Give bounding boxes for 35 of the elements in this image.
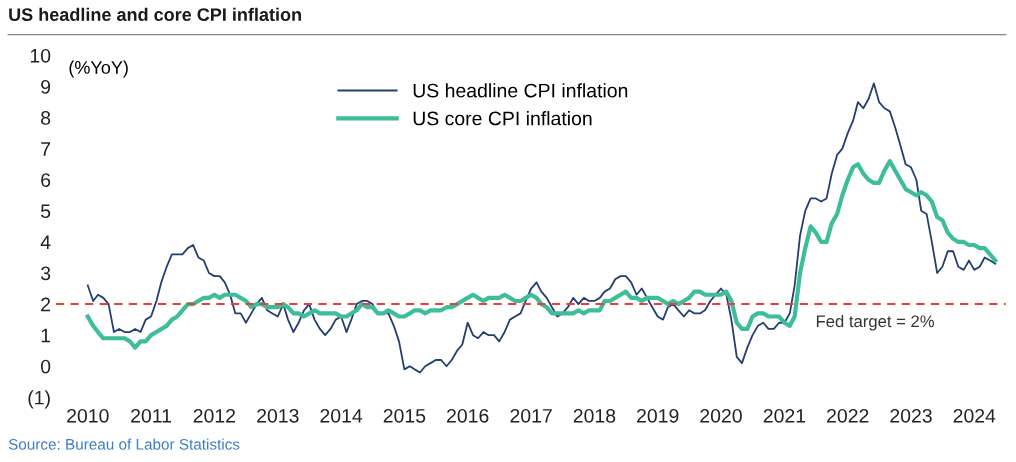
x-tick-label: 2010 xyxy=(67,408,109,423)
x-tick-label: 2023 xyxy=(890,408,932,423)
legend-label: US headline CPI inflation xyxy=(413,83,628,98)
y-tick-label: 8 xyxy=(41,111,51,125)
line-series xyxy=(85,159,998,350)
y-axis-title: (%YoY) xyxy=(69,60,128,78)
y-tick-label: 6 xyxy=(41,173,51,187)
x-tick-label: 2012 xyxy=(193,408,236,423)
y-tick-label: 5 xyxy=(40,204,51,219)
x-tick-label: 2019 xyxy=(637,408,679,423)
y-tick-label: 3 xyxy=(40,266,51,281)
x-tick-label: 2015 xyxy=(383,408,426,423)
x-tick-label: 2018 xyxy=(573,408,616,423)
x-tick-label: 2017 xyxy=(510,408,552,423)
y-tick-label: 0 xyxy=(40,359,51,374)
y-tick-label: 9 xyxy=(41,79,51,94)
x-tick-label: 2016 xyxy=(447,408,489,423)
y-tick-label: 4 xyxy=(40,235,51,249)
x-tick-label: 2013 xyxy=(257,408,299,423)
source-note: Source: Bureau of Labor Statistics xyxy=(8,438,240,450)
line-series xyxy=(86,82,997,374)
ref-line-label: Fed target = 2% xyxy=(816,314,935,331)
y-tick-label: (1) xyxy=(28,390,50,409)
y-tick-label: 1 xyxy=(41,328,51,343)
x-tick-label: 2020 xyxy=(700,408,742,423)
y-tick-label: 2 xyxy=(41,297,51,312)
y-tick-label: 7 xyxy=(41,142,51,156)
x-tick-label: 2014 xyxy=(320,408,363,423)
chart-title: US headline and core CPI inflation xyxy=(9,7,301,22)
x-tick-label: 2011 xyxy=(131,408,172,423)
x-tick-label: 2024 xyxy=(953,408,996,423)
y-tick-label: 10 xyxy=(30,48,51,63)
x-tick-label: 2022 xyxy=(827,408,869,423)
x-tick-label: 2021 xyxy=(763,408,806,423)
legend-label: US core CPI inflation xyxy=(413,111,592,126)
